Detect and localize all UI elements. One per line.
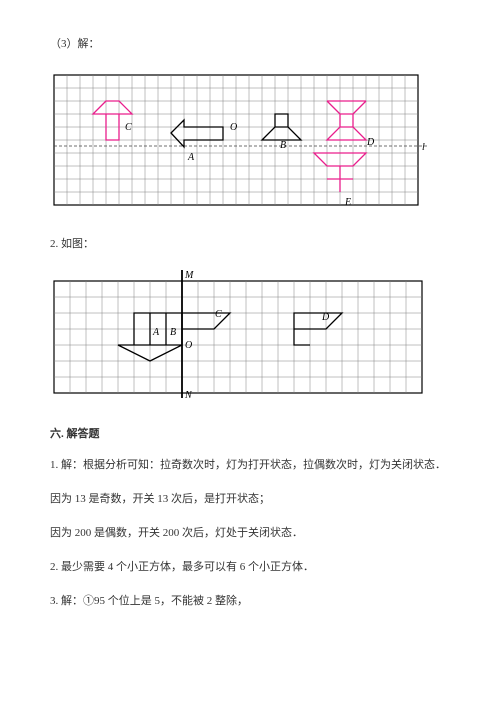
question-3-label: （3）解： [50,35,450,55]
answer-1-line-2: 因为 13 是奇数，开关 13 次后，是打开状态； [50,490,450,510]
label-m: M [184,270,194,281]
figure-2-svg: M N A B C O D [50,270,430,400]
label-d: D [366,137,375,148]
label-l: l [422,142,425,153]
label-n: N [184,390,193,400]
shape-c-extension [182,313,230,329]
label-d2: D [321,312,330,323]
label-e: E [344,197,351,208]
label-b: B [280,140,286,151]
grid-2 [54,281,422,393]
shape-c-arrow-up [93,101,132,140]
label-c2: C [215,309,222,320]
label-b2: B [170,327,176,338]
label-a: A [187,152,195,163]
answer-1-line-1: 1. 解：根据分析可知：拉奇数次时，灯为打开状态，拉偶数次时，灯为关闭状态． [50,456,450,476]
label-o2: O [185,340,192,351]
answer-2: 2. 最少需要 4 个小正方体，最多可以有 6 个小正方体． [50,558,450,578]
label-a2: A [152,327,160,338]
answer-3: 3. 解：①95 个位上是 5，不能被 2 整除， [50,592,450,612]
label-c: C [125,122,132,133]
figure-1-container: C A O B D E l [50,70,450,210]
label-o: O [230,122,237,133]
figure-2-container: M N A B C O D [50,270,450,400]
figure-1-svg: C A O B D E l [50,70,430,210]
question-2-label: 2. 如图： [50,235,450,255]
section-6-title: 六. 解答题 [50,425,450,445]
answer-1-line-3: 因为 200 是偶数，开关 200 次后，灯处于关闭状态． [50,524,450,544]
shape-d-boat [327,101,366,140]
